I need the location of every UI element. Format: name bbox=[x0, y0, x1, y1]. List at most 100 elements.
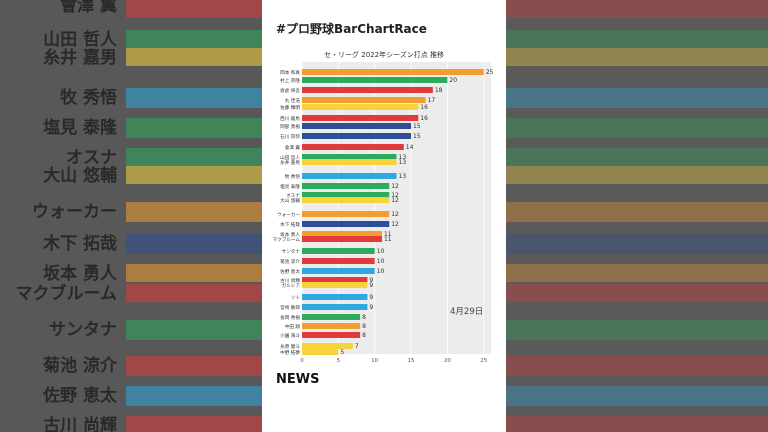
background-bar-band bbox=[506, 148, 768, 166]
x-tick-label: 25 bbox=[480, 358, 487, 364]
background-bar-band bbox=[126, 166, 262, 184]
bar-label: 坂本 勇人 bbox=[280, 231, 300, 238]
bar-label: 山田 哲人 bbox=[280, 154, 300, 161]
bar-label: 長岡 秀樹 bbox=[280, 314, 300, 321]
bar-label: 會澤 翼 bbox=[285, 144, 301, 151]
chart-panel: #プロ野球BarChartRace セ・リーグ 2022年シーズン打点 推移 0… bbox=[262, 0, 506, 432]
background-bar-band bbox=[126, 356, 262, 376]
chart-title: セ・リーグ 2022年シーズン打点 推移 bbox=[324, 51, 444, 59]
date-label: 4月29日 bbox=[450, 307, 483, 317]
bar-label: 佐野 恵太 bbox=[280, 268, 300, 275]
background-bar-band bbox=[506, 202, 768, 222]
background-bar-band bbox=[126, 118, 262, 138]
value-label: 11 bbox=[384, 236, 392, 243]
background-bar-band bbox=[506, 0, 768, 18]
background-bar-band bbox=[506, 356, 768, 376]
hashtag-title: #プロ野球BarChartRace bbox=[276, 22, 427, 36]
bar bbox=[302, 154, 397, 160]
bar bbox=[302, 332, 361, 338]
value-label: 8 bbox=[362, 323, 366, 330]
background-bar-band bbox=[506, 386, 768, 406]
value-label: 5 bbox=[340, 349, 344, 356]
value-label: 13 bbox=[399, 154, 407, 161]
value-label: 9 bbox=[369, 294, 373, 301]
background-bar-label: 木下 拓哉 bbox=[43, 234, 117, 254]
background-bar-band bbox=[126, 416, 262, 432]
bar bbox=[302, 173, 397, 179]
background-bar-band bbox=[506, 264, 768, 282]
x-tick-label: 15 bbox=[408, 358, 415, 364]
background-bar-band bbox=[126, 88, 262, 108]
bar-label: 中野 拓夢 bbox=[280, 349, 300, 356]
bar-label: 村上 宗隆 bbox=[280, 77, 300, 84]
bar-label: 坂倉 将吾 bbox=[280, 87, 300, 94]
background-bar-band bbox=[126, 0, 262, 18]
value-label: 25 bbox=[486, 69, 494, 76]
background-bar-label: マクブルーム bbox=[15, 284, 118, 304]
bar-label: 中田 翔 bbox=[285, 323, 301, 330]
bar-label: 糸原 健斗 bbox=[280, 343, 300, 350]
bar bbox=[302, 69, 484, 75]
bar bbox=[302, 77, 448, 83]
background-bar-label: オスナ bbox=[66, 148, 117, 168]
x-tick-label: 5 bbox=[337, 358, 341, 364]
bar bbox=[302, 231, 382, 237]
bar-label: 大山 悠輔 bbox=[280, 197, 300, 204]
background-bar-band bbox=[126, 48, 262, 66]
background-bar-label: 塩見 泰隆 bbox=[43, 118, 117, 138]
bar bbox=[302, 277, 368, 283]
bar-label: 西川 龍馬 bbox=[280, 115, 300, 122]
bar bbox=[302, 183, 390, 189]
value-label: 12 bbox=[391, 221, 399, 228]
value-label: 12 bbox=[391, 211, 399, 218]
background-bar-band bbox=[126, 148, 262, 166]
bar-label: 糸井 嘉男 bbox=[280, 159, 300, 166]
background-bar-label: ウォーカー bbox=[32, 202, 117, 222]
background-bar-band bbox=[506, 30, 768, 48]
value-label: 10 bbox=[377, 258, 385, 265]
background-bar-label: 糸井 嘉男 bbox=[43, 48, 117, 68]
x-tick-label: 0 bbox=[300, 358, 304, 364]
background-bar-band bbox=[126, 202, 262, 222]
background-bar-label: 山田 哲人 bbox=[43, 30, 117, 50]
bar bbox=[302, 123, 412, 129]
value-label: 14 bbox=[406, 144, 414, 151]
bar bbox=[302, 192, 390, 198]
background-bar-band bbox=[506, 416, 768, 432]
value-label: 20 bbox=[449, 77, 457, 84]
value-label: 18 bbox=[435, 87, 443, 94]
background-bar-band bbox=[126, 320, 262, 340]
background-bar-label: 會澤 翼 bbox=[60, 0, 117, 16]
bar-label: 石川 昂弥 bbox=[280, 133, 300, 140]
bar bbox=[302, 97, 426, 103]
background-bar-label: 坂本 勇人 bbox=[43, 264, 117, 284]
bar-label: 木下 拓哉 bbox=[280, 221, 300, 228]
value-label: 9 bbox=[369, 282, 373, 289]
bar bbox=[302, 258, 375, 264]
background-bar-band bbox=[126, 284, 262, 302]
value-label: 15 bbox=[413, 123, 421, 130]
bar-label: ガルシア bbox=[282, 282, 301, 289]
value-label: 11 bbox=[384, 231, 392, 238]
background-bar-label: 牧 秀悟 bbox=[60, 88, 117, 108]
bar bbox=[302, 221, 390, 227]
background-bar-band bbox=[506, 320, 768, 340]
value-label: 13 bbox=[399, 173, 407, 180]
x-tick-label: 10 bbox=[371, 358, 378, 364]
bar bbox=[302, 294, 368, 300]
bar-label: 佐藤 輝明 bbox=[280, 104, 300, 111]
bar-label: マクブルーム bbox=[273, 236, 301, 243]
bar-label: 牧 秀悟 bbox=[285, 173, 301, 180]
bar bbox=[302, 282, 368, 288]
value-label: 13 bbox=[399, 159, 407, 166]
news-heading: NEWS bbox=[276, 372, 320, 387]
bar-label: 岡本 和真 bbox=[280, 69, 300, 76]
bar bbox=[302, 236, 382, 242]
value-label: 10 bbox=[377, 268, 385, 275]
bar bbox=[302, 323, 361, 329]
bar-label: 岡部 勇樹 bbox=[280, 123, 300, 130]
value-label: 12 bbox=[391, 197, 399, 204]
value-label: 9 bbox=[369, 277, 373, 284]
x-tick-label: 20 bbox=[444, 358, 451, 364]
background-left-zoomed-chart: 會澤 翼山田 哲人 糸井 嘉男牧 秀悟 塩見 泰隆 オスナ 大山 悠輔 ウォーカー 木下 拓… bbox=[0, 0, 262, 432]
